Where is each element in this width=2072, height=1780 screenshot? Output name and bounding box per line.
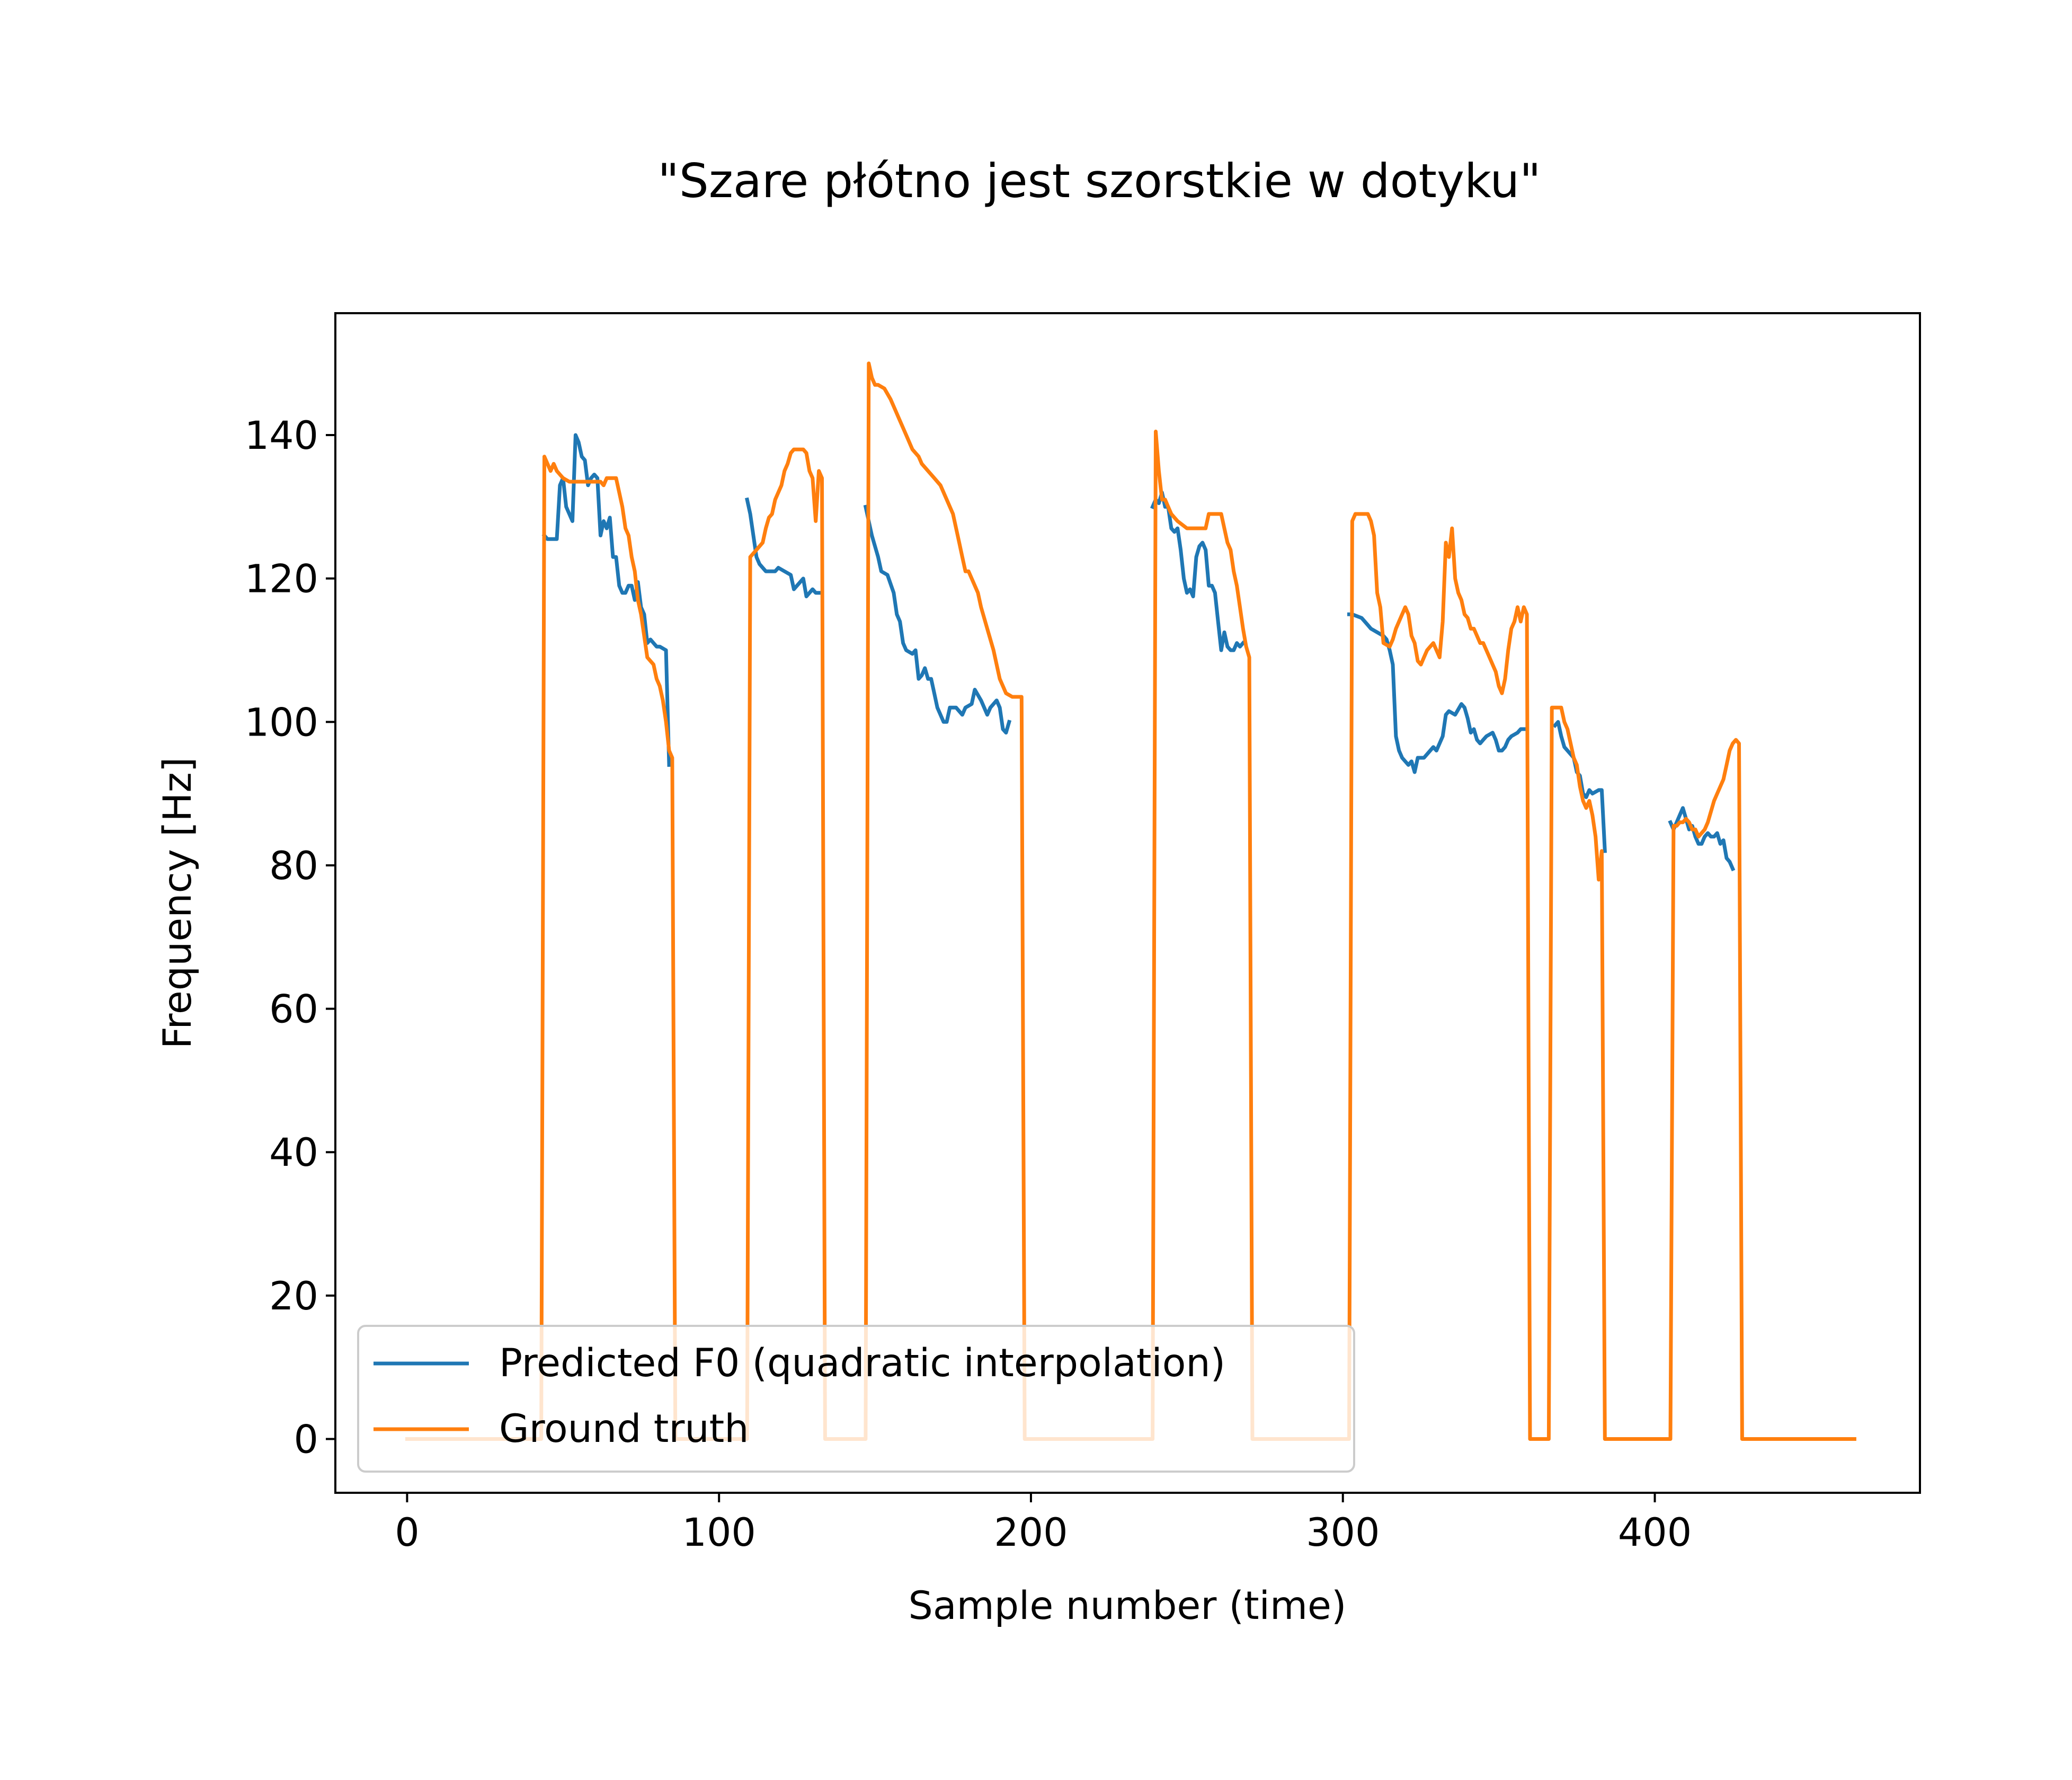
legend: Predicted F0 (quadratic interpolation) G… xyxy=(357,1325,1355,1473)
series-line-ground-truth xyxy=(405,361,1856,1441)
series-line-predicted-f0 xyxy=(745,497,821,598)
x-axis: 0 100 200 300 400 xyxy=(395,1493,1692,1555)
y-tick-label: 120 xyxy=(245,557,318,602)
x-tick-label: 400 xyxy=(1618,1510,1692,1555)
y-axis-label: Frequency [Hz] xyxy=(155,757,200,1049)
y-tick-label: 60 xyxy=(269,987,318,1032)
y-tick-label: 100 xyxy=(245,700,318,745)
axes-frame xyxy=(334,312,1921,1494)
y-tick-label: 80 xyxy=(269,844,318,889)
legend-label-ground-truth: Ground truth xyxy=(499,1406,749,1451)
x-tick-label: 0 xyxy=(395,1510,419,1555)
series-line-predicted-f0 xyxy=(1347,612,1526,774)
chart-title: "Szare płótno jest szorstkie w dotyku" xyxy=(657,154,1541,208)
legend-label-predicted: Predicted F0 (quadratic interpolation) xyxy=(499,1341,1225,1386)
y-tick-label: 40 xyxy=(269,1130,318,1175)
x-tick-label: 300 xyxy=(1306,1510,1380,1555)
y-tick-label: 0 xyxy=(294,1418,318,1463)
plot-area xyxy=(334,312,1921,1494)
y-tick-label: 140 xyxy=(245,413,318,458)
x-tick-label: 200 xyxy=(994,1510,1068,1555)
series-line-predicted-f0 xyxy=(1668,806,1736,872)
series-line-predicted-f0 xyxy=(541,433,671,767)
x-tick-label: 100 xyxy=(682,1510,756,1555)
y-axis: 0 20 40 60 80 100 120 140 xyxy=(245,413,335,1463)
series-layer xyxy=(405,361,1856,1441)
y-tick-label: 20 xyxy=(269,1274,318,1319)
series-line-predicted-f0 xyxy=(863,504,1012,735)
x-axis-label: Sample number (time) xyxy=(909,1583,1347,1628)
legend-box xyxy=(357,1325,1355,1473)
